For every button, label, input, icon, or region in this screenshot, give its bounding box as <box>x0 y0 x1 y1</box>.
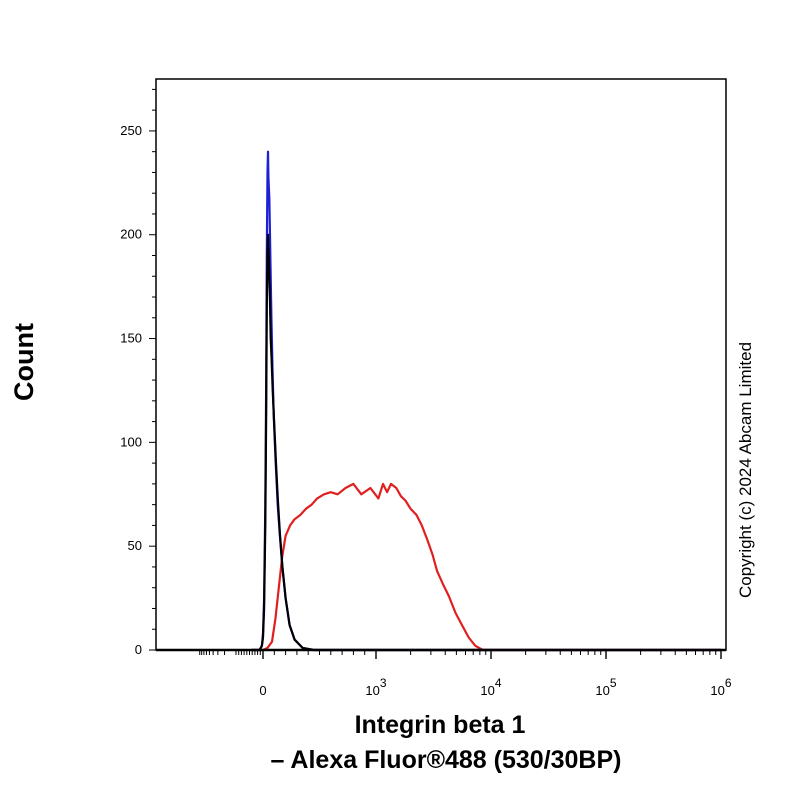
y-tick-label: 150 <box>120 331 142 346</box>
y-axis: 0 50 100 150 200 250 <box>120 88 156 657</box>
copyright-text: Copyright (c) 2024 Abcam Limited <box>736 342 755 598</box>
y-tick-label: 50 <box>128 538 142 553</box>
x-axis-title-line2: – Alexa Fluor®488 (530/30BP) <box>271 746 622 774</box>
x-tick-label: 103 <box>365 676 386 698</box>
series-line-1 <box>251 482 721 652</box>
plot-frame <box>155 78 727 651</box>
series-layer <box>251 150 721 652</box>
x-axis: 0 103 104 105 106 <box>199 650 732 698</box>
y-axis-title: Count <box>9 323 39 401</box>
x-tick-label: 104 <box>480 676 501 698</box>
x-tick-label: 0 <box>259 683 266 698</box>
y-tick-label: 100 <box>120 434 142 449</box>
x-tick-label: 106 <box>710 676 731 698</box>
y-tick-label: 250 <box>120 123 142 138</box>
x-tick-exponent: 5 <box>610 676 617 690</box>
series-line-2 <box>251 150 721 652</box>
y-tick-label: 200 <box>120 227 142 242</box>
series-line-3 <box>251 233 721 652</box>
y-tick-label: 0 <box>135 642 142 657</box>
x-axis-title-line1: Integrin beta 1 <box>355 711 526 739</box>
x-tick-label: 105 <box>595 676 616 698</box>
x-tick-exponent: 3 <box>380 676 387 690</box>
x-tick-exponent: 4 <box>495 676 502 690</box>
x-tick-exponent: 6 <box>725 676 732 690</box>
